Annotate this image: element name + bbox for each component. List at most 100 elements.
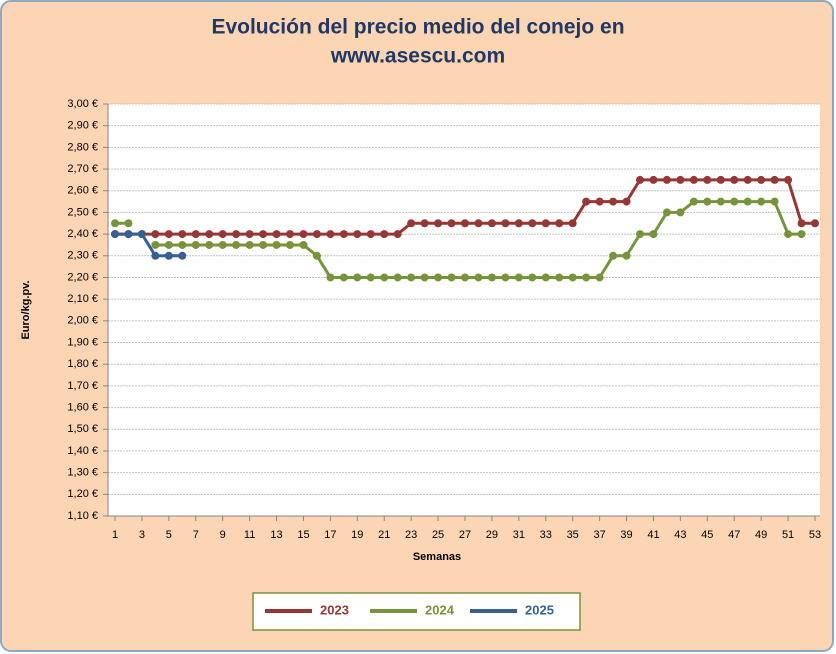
legend-label: 2024	[425, 602, 455, 617]
x-tick-label: 41	[647, 529, 659, 541]
data-point	[137, 230, 146, 239]
x-tick-label: 33	[540, 529, 552, 541]
data-point	[124, 219, 133, 228]
data-point	[797, 230, 806, 239]
data-point	[689, 175, 698, 184]
x-tick-label: 43	[674, 529, 686, 541]
x-tick-label: 27	[459, 529, 471, 541]
data-point	[514, 273, 523, 282]
x-tick-label: 9	[220, 529, 226, 541]
data-point	[205, 230, 214, 239]
data-point	[568, 273, 577, 282]
data-point	[151, 240, 160, 249]
data-point	[541, 273, 550, 282]
data-point	[501, 219, 510, 228]
y-tick-label: 2,10 €	[67, 293, 98, 305]
x-tick-label: 45	[701, 529, 713, 541]
x-tick-label: 13	[270, 529, 282, 541]
data-point	[743, 175, 752, 184]
data-point	[716, 197, 725, 206]
data-point	[582, 273, 591, 282]
legend-label: 2023	[320, 602, 349, 617]
data-point	[595, 197, 604, 206]
data-point	[286, 240, 294, 249]
y-tick-label: 2,60 €	[67, 185, 98, 197]
data-point	[609, 197, 618, 206]
data-point	[636, 175, 644, 184]
data-point	[609, 251, 618, 260]
data-point	[245, 240, 254, 249]
x-tick-label: 23	[405, 529, 417, 541]
y-tick-label: 1,50 €	[67, 423, 98, 435]
y-tick-label: 1,20 €	[67, 488, 98, 500]
data-point	[528, 273, 537, 282]
data-point	[178, 230, 187, 239]
data-point	[393, 273, 402, 282]
data-point	[662, 208, 671, 217]
data-point	[622, 251, 631, 260]
data-point	[111, 230, 119, 239]
data-point	[299, 230, 308, 239]
data-point	[339, 273, 348, 282]
data-point	[353, 230, 362, 239]
data-point	[164, 251, 173, 260]
y-tick-label: 3,00 €	[67, 98, 98, 110]
x-tick-label: 37	[593, 529, 605, 541]
data-point	[501, 273, 510, 282]
data-point	[811, 219, 819, 228]
data-point	[151, 230, 160, 239]
x-tick-label: 5	[166, 529, 172, 541]
data-point	[366, 230, 375, 239]
data-point	[232, 240, 241, 249]
y-tick-label: 2,70 €	[67, 163, 98, 175]
x-tick-label: 49	[755, 529, 767, 541]
data-point	[703, 197, 712, 206]
x-tick-label: 15	[297, 529, 309, 541]
data-point	[164, 240, 173, 249]
plot-area	[108, 104, 820, 516]
y-tick-label: 2,90 €	[67, 120, 98, 132]
data-point	[393, 230, 402, 239]
data-point	[312, 251, 321, 260]
data-point	[730, 175, 739, 184]
data-point	[730, 197, 739, 206]
data-point	[461, 273, 469, 282]
x-tick-label: 21	[378, 529, 390, 541]
data-point	[191, 240, 200, 249]
data-point	[514, 219, 523, 228]
data-point	[716, 175, 725, 184]
data-point	[339, 230, 348, 239]
data-point	[111, 219, 119, 228]
legend-label: 2025	[525, 602, 554, 617]
data-point	[743, 197, 752, 206]
data-point	[649, 230, 658, 239]
data-point	[770, 175, 779, 184]
data-point	[191, 230, 200, 239]
x-tick-label: 29	[486, 529, 498, 541]
y-tick-label: 2,20 €	[67, 271, 98, 283]
data-point	[676, 208, 685, 217]
data-point	[757, 175, 766, 184]
y-axis-label: Euro/kg.pv.	[20, 280, 32, 339]
y-tick-label: 2,30 €	[67, 250, 98, 262]
data-point	[124, 230, 133, 239]
data-point	[461, 219, 469, 228]
data-point	[703, 175, 712, 184]
data-point	[555, 219, 564, 228]
y-tick-label: 1,30 €	[67, 467, 98, 479]
data-point	[757, 197, 766, 206]
data-point	[541, 219, 550, 228]
data-point	[447, 219, 456, 228]
y-tick-label: 1,60 €	[67, 401, 98, 413]
data-point	[676, 175, 685, 184]
x-axis-label: Semanas	[413, 551, 461, 563]
data-point	[326, 230, 335, 239]
data-point	[434, 219, 443, 228]
data-point	[662, 175, 671, 184]
data-point	[447, 273, 456, 282]
y-tick-label: 2,80 €	[67, 141, 98, 153]
data-point	[649, 175, 658, 184]
data-point	[434, 273, 443, 282]
data-point	[595, 273, 604, 282]
